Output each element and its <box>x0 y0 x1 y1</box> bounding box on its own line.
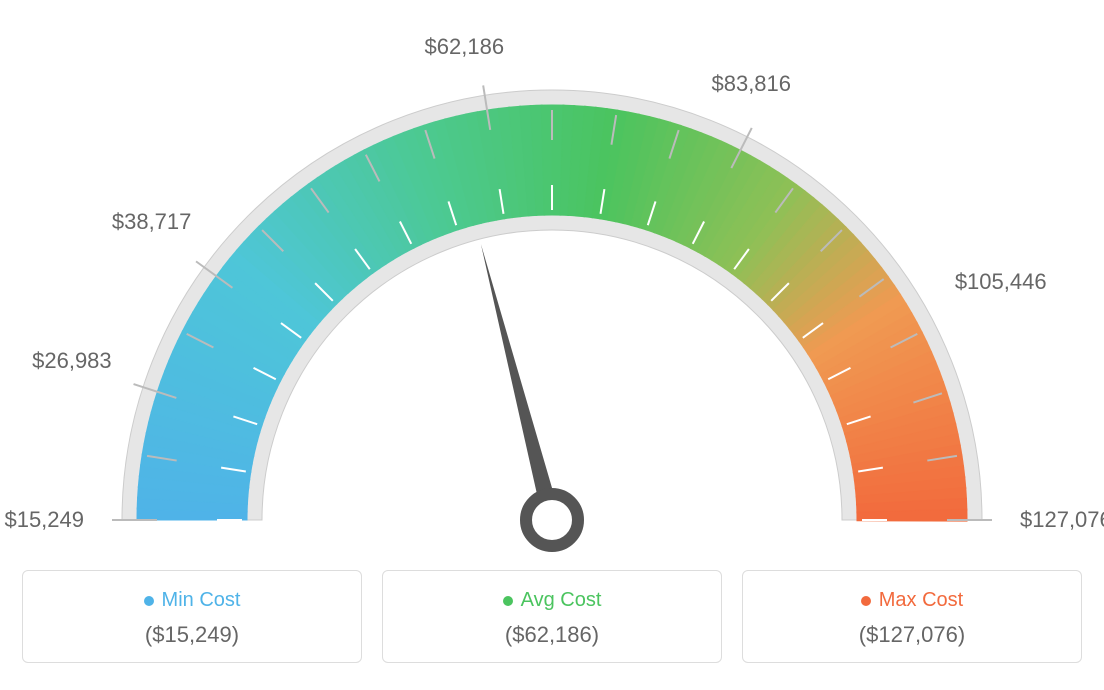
scale-label: $83,816 <box>711 71 791 97</box>
legend-max: Max Cost ($127,076) <box>742 570 1082 663</box>
scale-label: $15,249 <box>4 507 84 533</box>
scale-label: $127,076 <box>1020 507 1104 533</box>
legend-avg-title: Avg Cost <box>521 589 602 612</box>
scale-label: $105,446 <box>955 269 1047 295</box>
dot-avg <box>503 596 513 606</box>
legend: Min Cost ($15,249) Avg Cost ($62,186) Ma… <box>22 570 1082 663</box>
gauge-svg <box>22 20 1082 560</box>
gauge-chart: $15,249$26,983$38,717$62,186$83,816$105,… <box>22 20 1082 560</box>
dot-min <box>144 596 154 606</box>
legend-min-title: Min Cost <box>162 589 241 612</box>
legend-min: Min Cost ($15,249) <box>22 570 362 663</box>
scale-label: $38,717 <box>112 209 192 235</box>
legend-max-value: ($127,076) <box>753 622 1071 648</box>
scale-label: $26,983 <box>32 348 112 374</box>
scale-label: $62,186 <box>425 34 505 60</box>
dot-max <box>861 596 871 606</box>
legend-avg: Avg Cost ($62,186) <box>382 570 722 663</box>
legend-avg-value: ($62,186) <box>393 622 711 648</box>
legend-max-title: Max Cost <box>879 589 963 612</box>
legend-min-value: ($15,249) <box>33 622 351 648</box>
